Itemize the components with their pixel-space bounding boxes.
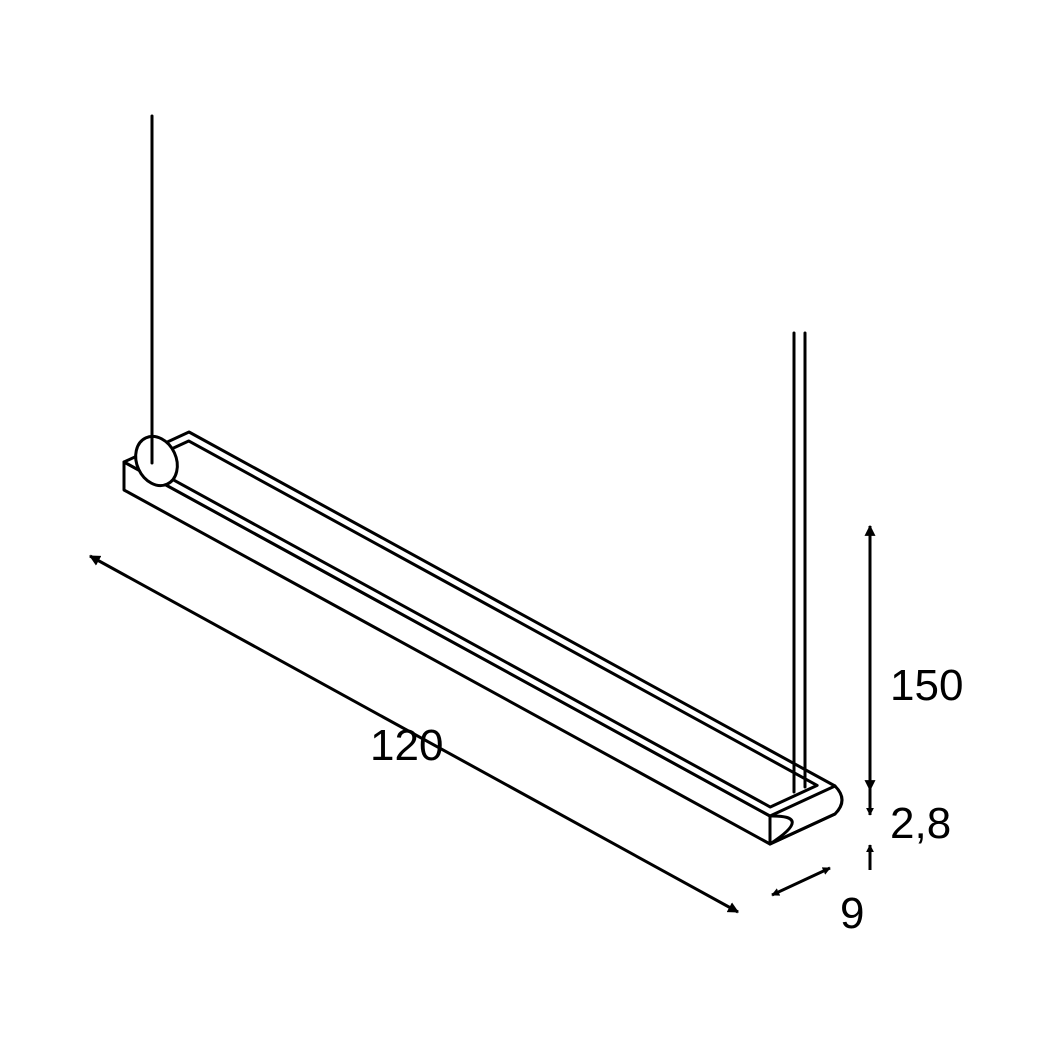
dim-arrow-width xyxy=(772,868,830,895)
dim-label-drop: 150 xyxy=(890,661,963,710)
dim-label-length: 120 xyxy=(370,721,443,770)
dim-label-height: 2,8 xyxy=(890,799,951,848)
dim-label-width: 9 xyxy=(840,889,864,938)
dimension-diagram: 120 150 2,8 9 xyxy=(0,0,1050,1050)
